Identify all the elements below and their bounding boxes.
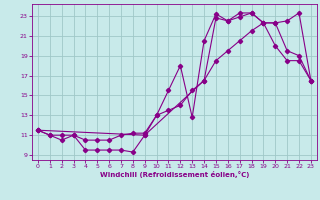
X-axis label: Windchill (Refroidissement éolien,°C): Windchill (Refroidissement éolien,°C)	[100, 171, 249, 178]
